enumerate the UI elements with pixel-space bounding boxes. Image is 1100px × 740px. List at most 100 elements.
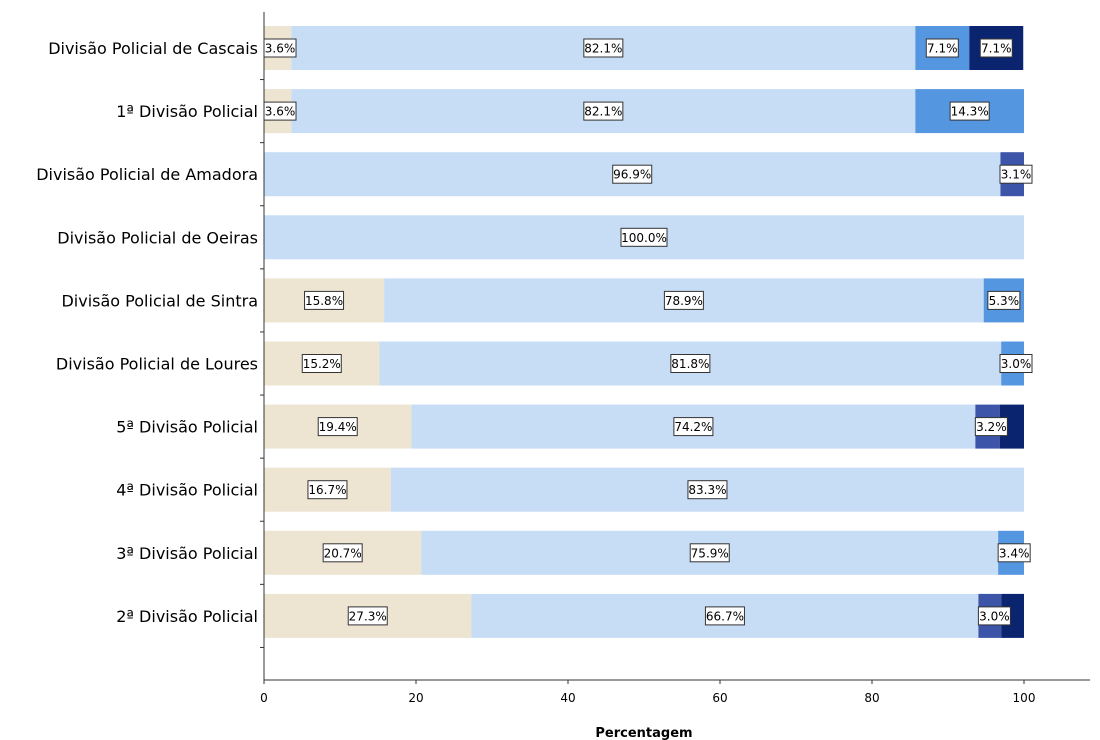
data-label-text: 14.3% bbox=[951, 105, 989, 119]
x-tick-label: 60 bbox=[712, 691, 727, 705]
data-label-text: 100.0% bbox=[621, 231, 667, 245]
data-label: 82.1% bbox=[583, 38, 624, 58]
data-label: 20.7% bbox=[322, 543, 363, 563]
data-label-text: 83.3% bbox=[688, 483, 726, 497]
data-label-box bbox=[999, 164, 1033, 184]
data-label: 27.3% bbox=[347, 606, 388, 626]
data-label-box bbox=[673, 417, 714, 437]
data-label-box bbox=[347, 606, 388, 626]
data-label-box bbox=[974, 417, 1008, 437]
data-label-box bbox=[322, 543, 363, 563]
data-label: 3.6% bbox=[263, 38, 297, 58]
data-label-text: 82.1% bbox=[584, 42, 622, 56]
data-label-box bbox=[979, 38, 1013, 58]
data-label-text: 75.9% bbox=[691, 546, 729, 560]
data-label-box bbox=[997, 543, 1031, 563]
data-label-text: 74.2% bbox=[674, 420, 712, 434]
data-label-text: 78.9% bbox=[665, 294, 703, 308]
data-label-box bbox=[949, 101, 990, 121]
data-label: 3.2% bbox=[974, 417, 1008, 437]
data-label-box bbox=[583, 101, 624, 121]
data-label-text: 3.6% bbox=[265, 42, 296, 56]
x-tick-label: 40 bbox=[560, 691, 575, 705]
data-label-text: 15.2% bbox=[303, 357, 341, 371]
data-label: 15.8% bbox=[304, 290, 345, 310]
data-label-box bbox=[704, 606, 745, 626]
data-label-box bbox=[583, 38, 624, 58]
data-label-text: 15.8% bbox=[305, 294, 343, 308]
bars-layer bbox=[264, 26, 1024, 638]
data-label-text: 19.4% bbox=[319, 420, 357, 434]
data-label-text: 20.7% bbox=[324, 546, 362, 560]
data-label: 3.0% bbox=[977, 606, 1011, 626]
data-label-box bbox=[670, 354, 711, 373]
data-label: 7.1% bbox=[979, 38, 1013, 58]
category-label: 3ª Divisão Policial bbox=[116, 544, 258, 563]
data-label-text: 16.7% bbox=[308, 483, 346, 497]
data-label-text: 5.3% bbox=[989, 294, 1020, 308]
data-label-text: 3.6% bbox=[265, 105, 296, 119]
data-label: 15.2% bbox=[301, 354, 342, 373]
category-label: Divisão Policial de Cascais bbox=[48, 39, 258, 58]
data-label-text: 3.2% bbox=[976, 420, 1007, 434]
data-label-box bbox=[307, 480, 348, 500]
category-label: Divisão Policial de Loures bbox=[56, 355, 258, 374]
data-label-text: 3.1% bbox=[1001, 168, 1032, 182]
data-label: 75.9% bbox=[689, 543, 730, 563]
data-label-box bbox=[317, 417, 358, 437]
category-label: 5ª Divisão Policial bbox=[116, 418, 258, 437]
data-label-box bbox=[689, 543, 730, 563]
category-label: Divisão Policial de Amadora bbox=[36, 165, 258, 184]
bar-segment bbox=[1001, 593, 1024, 638]
data-label-text: 3.0% bbox=[979, 609, 1010, 623]
data-label: 5.3% bbox=[987, 290, 1021, 310]
data-label: 7.1% bbox=[925, 38, 959, 58]
data-label-box bbox=[925, 38, 959, 58]
data-label-box bbox=[612, 164, 653, 184]
data-label-box bbox=[977, 606, 1011, 626]
x-tick-label: 100 bbox=[1013, 691, 1036, 705]
data-label-box bbox=[301, 354, 342, 373]
data-label: 82.1% bbox=[583, 101, 624, 121]
data-label: 3.6% bbox=[263, 101, 297, 121]
x-tick-label: 20 bbox=[408, 691, 423, 705]
data-label: 14.3% bbox=[949, 101, 990, 121]
x-axis-title: Percentagem bbox=[595, 726, 692, 740]
data-label-box bbox=[304, 290, 345, 310]
data-label-text: 96.9% bbox=[613, 168, 651, 182]
data-label-box bbox=[663, 290, 704, 310]
data-label-box bbox=[999, 354, 1033, 373]
x-tick-label: 0 bbox=[260, 691, 268, 705]
data-label-text: 7.1% bbox=[981, 42, 1012, 56]
data-label-text: 3.0% bbox=[1001, 357, 1032, 371]
data-label-text: 82.1% bbox=[584, 105, 622, 119]
data-label: 3.4% bbox=[997, 543, 1031, 563]
data-labels-layer: 3.6% 82.1% 7.1% 7.1% 3.6% 82.1% 14.3% 96.9% 3.1%… bbox=[263, 38, 1033, 626]
x-tick-label: 80 bbox=[864, 691, 879, 705]
data-label: 3.0% bbox=[999, 354, 1033, 373]
data-label: 83.3% bbox=[687, 480, 728, 500]
data-label: 100.0% bbox=[620, 227, 668, 247]
data-label: 66.7% bbox=[704, 606, 745, 626]
data-label-text: 81.8% bbox=[671, 357, 709, 371]
data-label-text: 66.7% bbox=[706, 609, 744, 623]
data-label-box bbox=[687, 480, 728, 500]
data-label-text: 27.3% bbox=[349, 609, 387, 623]
data-label-text: 7.1% bbox=[927, 42, 958, 56]
data-label: 74.2% bbox=[673, 417, 714, 437]
data-label: 19.4% bbox=[317, 417, 358, 437]
category-label: 2ª Divisão Policial bbox=[116, 607, 258, 626]
category-label: Divisão Policial de Sintra bbox=[61, 291, 258, 310]
data-label: 81.8% bbox=[670, 354, 711, 373]
category-label: 1ª Divisão Policial bbox=[116, 102, 258, 121]
data-label: 3.1% bbox=[999, 164, 1033, 184]
data-label: 78.9% bbox=[663, 290, 704, 310]
data-label-box bbox=[987, 290, 1021, 310]
axes-layer: Divisão Policial de Cascais 1ª Divisão Po… bbox=[36, 12, 1090, 705]
category-label: Divisão Policial de Oeiras bbox=[57, 228, 258, 247]
data-label-box bbox=[620, 227, 668, 247]
data-label: 16.7% bbox=[307, 480, 348, 500]
category-label: 4ª Divisão Policial bbox=[116, 481, 258, 500]
